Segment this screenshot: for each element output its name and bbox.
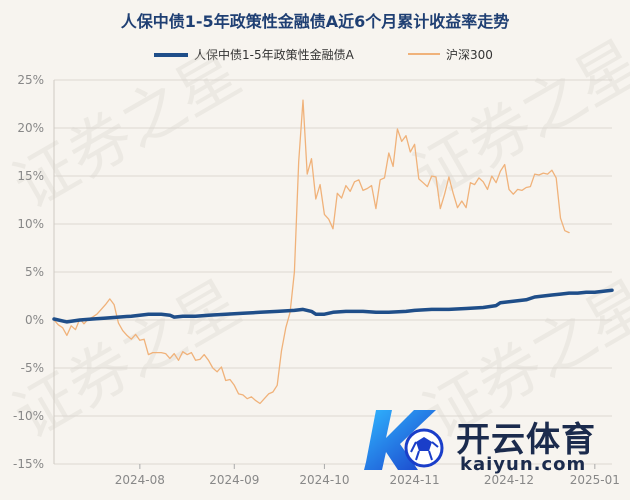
y-tick-label: -10% [13,409,44,423]
legend-label-fund: 人保中债1-5年政策性金融债A [194,48,354,62]
legend-swatch-csi300 [408,53,440,55]
x-tick-label: 2025-01 [570,473,620,487]
legend-label-csi300: 沪深300 [446,48,493,62]
x-tick-label: 2024-09 [209,473,259,487]
y-tick-label: 0% [25,313,44,327]
y-tick-label: 10% [17,217,44,231]
brand-name-en: kaiyun.com [460,454,587,475]
x-tick-label: 2024-10 [299,473,349,487]
y-tick-label: 15% [17,169,44,183]
y-tick-label: 5% [25,265,44,279]
x-tick-label: 2024-12 [484,473,534,487]
y-tick-label: 25% [17,73,44,87]
brand-k-logo-icon [364,410,444,470]
x-tick-label: 2024-11 [389,473,439,487]
watermark-text: 证券之星 [1,266,252,453]
gridlines [54,79,612,465]
series-lines [52,99,614,405]
y-axis: 25% 20% 15% 10% 5% 0% -5% -10% -15% [13,73,55,471]
chart-title: 人保中债1-5年政策性金融债A近6个月累计收益率走势 [120,12,510,31]
legend-swatch-fund [154,53,188,57]
y-tick-label: -15% [13,457,44,471]
y-tick-label: 20% [17,121,44,135]
series-line-fund [52,288,614,324]
x-axis: 2024-08 2024-09 2024-10 2024-11 2024-12 2025-… [115,464,620,487]
legend: 人保中债1-5年政策性金融债A 沪深300 [0,44,630,64]
y-tick-label: -5% [21,361,44,375]
x-tick-label: 2024-08 [115,473,165,487]
brand-name-cn: 开云体育 [456,420,596,460]
watermark-text: 证券之星 [401,26,630,213]
series-line-csi300 [53,99,570,405]
brand-logo: 开云体育 kaiyun.com [356,400,616,480]
